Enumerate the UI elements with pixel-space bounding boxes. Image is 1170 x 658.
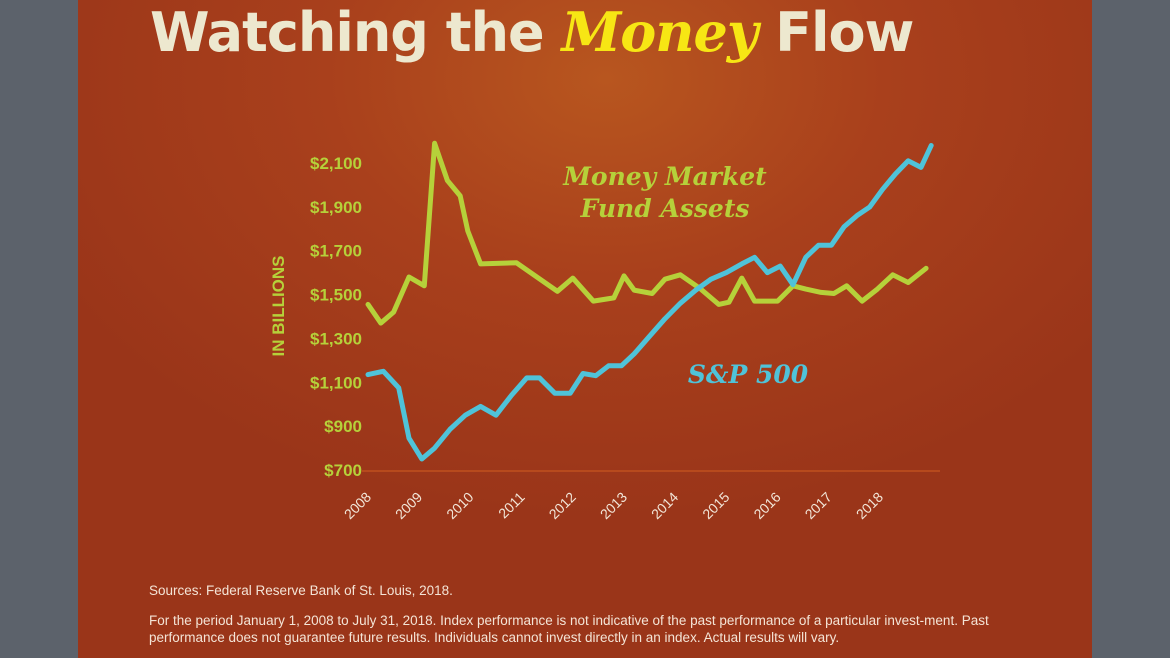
y-tick-label: $1,900 [310, 198, 362, 217]
x-tick-label: 2010 [443, 489, 476, 522]
x-tick-label: 2013 [597, 489, 630, 522]
title-emphasis: Money [561, 0, 758, 64]
disclaimer-note: For the period January 1, 2008 to July 3… [149, 613, 989, 645]
x-tick-label: 2011 [495, 489, 528, 522]
x-tick-label: 2018 [853, 489, 886, 522]
title-suffix: Flow [775, 1, 914, 64]
y-tick-label: $700 [324, 461, 362, 480]
x-tick-label: 2009 [392, 489, 425, 522]
sources-note: Sources: Federal Reserve Bank of St. Lou… [149, 583, 453, 598]
y-tick-label: $1,300 [310, 329, 362, 348]
series-label-money-market: Money Market [562, 162, 767, 191]
y-tick-label: $1,100 [310, 373, 362, 392]
x-axis-ticks: 2008 2009 2010 2011 2012 2013 2014 2015 2016 2017… [341, 489, 886, 522]
y-tick-label: $1,700 [310, 242, 362, 261]
x-tick-label: 2008 [341, 489, 374, 522]
x-tick-label: 2017 [802, 489, 835, 522]
infographic-panel: Watching the Money Flow IN BILLIONS $700… [78, 0, 1092, 658]
series-label-fund-assets: Fund Assets [580, 194, 750, 223]
series-labels: Money Market Fund Assets S&P 500 [562, 162, 809, 389]
x-tick-label: 2015 [699, 489, 732, 522]
y-tick-label: $900 [324, 417, 362, 436]
y-axis-label: IN BILLIONS [269, 255, 288, 356]
y-axis-ticks: $700 $900 $1,100 $1,300 $1,500 $1,700 $1,900 $2… [310, 154, 362, 480]
x-tick-label: 2016 [750, 489, 783, 522]
x-tick-label: 2014 [648, 489, 681, 522]
chart-title: Watching the Money Flow [150, 0, 914, 65]
series-lines [365, 140, 934, 462]
series-line-s-p-500 [365, 143, 934, 462]
series-label-sp500: S&P 500 [688, 360, 809, 389]
line-chart: IN BILLIONS $700 $900 $1,100 $1,300 $1,500 $1… [269, 140, 940, 522]
y-tick-label: $2,100 [310, 154, 362, 173]
y-axis-title: IN BILLIONS [269, 255, 288, 356]
series-line-money-market-fund-assets [365, 140, 929, 326]
title-prefix: Watching the [150, 1, 545, 64]
x-tick-label: 2012 [546, 489, 579, 522]
y-tick-label: $1,500 [310, 286, 362, 305]
